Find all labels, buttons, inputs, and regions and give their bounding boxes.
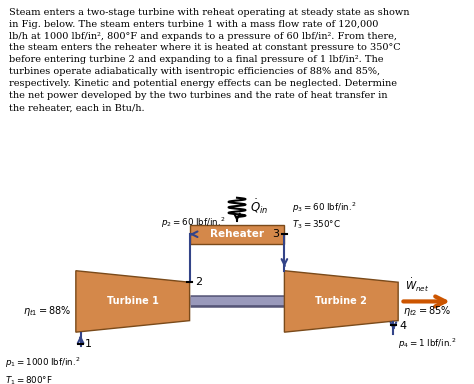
- Text: $\dot{W}_{net}$: $\dot{W}_{net}$: [405, 277, 429, 294]
- Text: 4: 4: [399, 321, 406, 331]
- Text: $\dot{Q}_{in}$: $\dot{Q}_{in}$: [250, 198, 269, 216]
- Text: Turbine 1: Turbine 1: [107, 296, 159, 306]
- Text: $\eta_{t2} = 85\%$: $\eta_{t2} = 85\%$: [403, 304, 451, 318]
- Text: 1: 1: [85, 339, 92, 349]
- Text: 2: 2: [195, 277, 202, 287]
- FancyBboxPatch shape: [190, 225, 284, 244]
- Text: 3: 3: [272, 229, 279, 239]
- Text: $p_3 = 60$ lbf/in.$^2$
$T_3 = 350°$C: $p_3 = 60$ lbf/in.$^2$ $T_3 = 350°$C: [292, 201, 356, 231]
- Text: $p_2 = 60$ lbf/in.$^2$: $p_2 = 60$ lbf/in.$^2$: [161, 216, 226, 230]
- Polygon shape: [76, 271, 190, 332]
- Text: Reheater: Reheater: [210, 229, 264, 239]
- Text: Steam enters a two-stage turbine with reheat operating at steady state as shown
: Steam enters a two-stage turbine with re…: [9, 8, 410, 112]
- Text: $\eta_{t1} = 88\%$: $\eta_{t1} = 88\%$: [23, 304, 71, 318]
- Polygon shape: [284, 271, 398, 332]
- Text: $p_1 = 1000$ lbf/in.$^2$
$T_1 = 800°$F
$\dot{m}_1 = 120{,}000$ lb/h: $p_1 = 1000$ lbf/in.$^2$ $T_1 = 800°$F $…: [5, 355, 85, 384]
- Text: Turbine 2: Turbine 2: [315, 296, 367, 306]
- Text: $p_4 = 1$ lbf/in.$^2$: $p_4 = 1$ lbf/in.$^2$: [398, 337, 457, 351]
